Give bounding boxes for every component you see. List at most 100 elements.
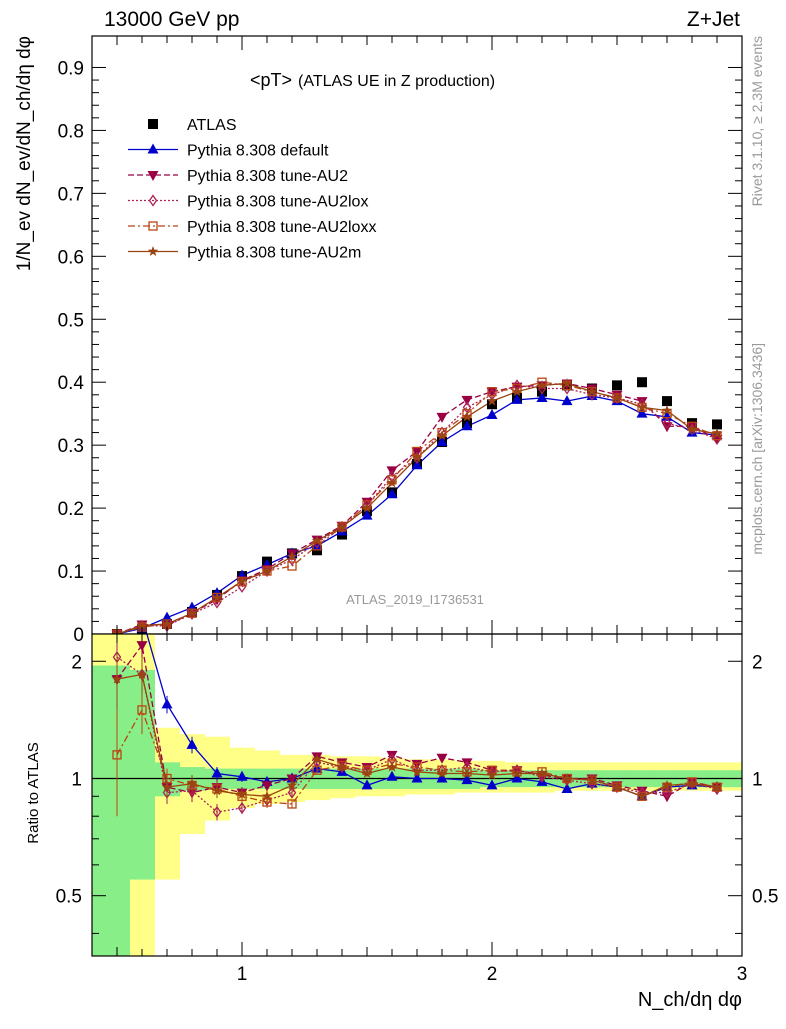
ratio-point — [486, 769, 498, 780]
mc-point — [486, 395, 498, 406]
legend-entry-label: Pythia 8.308 tune-AU2m — [187, 245, 361, 262]
ratio-point — [261, 790, 273, 801]
legend-marker — [147, 246, 159, 256]
legend: ATLAS Pythia 8.308 default Pythia 8.308 tu… — [128, 117, 376, 262]
ratio-y-tick-label-right: 2 — [752, 652, 763, 673]
ratio-point — [211, 785, 223, 796]
mc-point — [411, 452, 423, 463]
ratio-point — [361, 767, 373, 778]
mc-point — [287, 561, 297, 571]
mc-point — [686, 423, 698, 434]
ratio-point — [112, 750, 122, 760]
ratio-point — [137, 611, 148, 621]
ratio-point — [386, 770, 398, 781]
mc-point — [561, 377, 573, 388]
ratio-point — [461, 774, 473, 785]
top-y-tick-label: 0.3 — [58, 436, 84, 457]
ratio-point — [636, 790, 648, 801]
mc-point — [486, 408, 498, 419]
ratio-point — [411, 766, 423, 777]
mc-point — [161, 618, 173, 629]
mc-point — [211, 591, 223, 602]
mc-point — [361, 502, 373, 513]
mc-point — [386, 477, 398, 488]
top-y-tick-label: 0.9 — [58, 58, 84, 79]
ratio-point — [436, 772, 448, 783]
ratio-point — [136, 668, 148, 679]
header-right-label: Z+Jet — [687, 8, 740, 31]
ratio-point — [136, 641, 148, 652]
mc-point — [461, 411, 473, 422]
ratio-point — [461, 767, 473, 778]
mc-point — [511, 393, 523, 404]
mc-point — [662, 416, 672, 430]
ratio-point — [536, 767, 548, 778]
mc-point — [511, 386, 523, 397]
mc-point — [411, 459, 423, 470]
ratio-point — [586, 774, 598, 785]
ratio-point — [486, 779, 498, 790]
legend-entry-label: Pythia 8.308 tune-AU2loxx — [187, 219, 376, 236]
legend-marker — [148, 119, 158, 129]
ratio-point — [236, 788, 248, 799]
mc-point — [536, 379, 548, 390]
atlas-data-point — [487, 399, 497, 410]
ratio-point — [237, 801, 247, 815]
ratio-point — [161, 781, 173, 792]
atlas-data-point — [662, 396, 672, 407]
ratio-point — [561, 772, 573, 783]
top-subtitle: (ATLAS UE in Z production) — [298, 73, 495, 90]
mc-point — [436, 436, 448, 447]
x-tick-label: 3 — [737, 964, 748, 985]
inner-band-bin — [92, 665, 105, 956]
ratio-point — [286, 779, 298, 790]
mc-point — [461, 395, 473, 406]
ratio-point — [286, 774, 298, 785]
ratio-point — [386, 750, 398, 761]
ratio-point — [361, 779, 373, 790]
mcplots-label: mcplots.cern.ch [arXiv:1306.3436] — [749, 343, 765, 555]
atlas-data-point — [712, 419, 722, 430]
ratio-point — [137, 705, 147, 715]
ratio-point — [711, 781, 723, 792]
atlas-data-point — [612, 380, 622, 391]
ratio-point — [436, 753, 448, 764]
ratio-point — [561, 782, 573, 793]
ratio-point — [611, 781, 623, 792]
ratio-point — [112, 611, 123, 621]
legend-marker — [148, 194, 158, 207]
ratio-point — [436, 767, 448, 778]
ratio-point — [261, 781, 273, 792]
ratio-point — [312, 765, 322, 775]
ratio-point — [186, 738, 198, 749]
mc-point — [186, 607, 198, 618]
ratio-y-tick-label-right: 1 — [752, 769, 763, 790]
ratio-point — [336, 765, 348, 776]
legend-marker — [147, 143, 159, 154]
top-y-tick-label: 0 — [73, 625, 84, 646]
mc-point — [536, 391, 548, 402]
top-y-tick-label: 0.7 — [58, 184, 84, 205]
mc-point — [136, 620, 148, 631]
mc-point — [636, 407, 648, 418]
ratio-point — [336, 761, 348, 772]
ratio-y-tick-label-right: 0.5 — [752, 887, 778, 908]
watermark: ATLAS_2019_I1736531 — [346, 592, 484, 607]
mc-point — [261, 565, 273, 576]
ratio-point — [412, 764, 422, 777]
ratio-y-tick-label: 0.5 — [56, 887, 82, 908]
atlas-data-point — [637, 377, 647, 388]
ratio-point — [211, 767, 223, 778]
ratio-point — [461, 758, 473, 769]
mc-point — [311, 535, 323, 546]
ratio-y-axis-label: Ratio to ATLAS — [25, 742, 42, 843]
ratio-point — [287, 786, 297, 799]
rivet-version-label: Rivet 3.1.10, ≥ 2.3M events — [749, 36, 765, 206]
ratio-y-tick-label: 2 — [71, 652, 82, 673]
top-y-tick-label: 0.5 — [58, 310, 84, 331]
ratio-panel-layer: 1 2 3 0.5 0.5 1 1 2 2 — [56, 611, 778, 985]
ratio-point — [411, 772, 423, 783]
legend-entry-label: ATLAS — [187, 117, 237, 134]
